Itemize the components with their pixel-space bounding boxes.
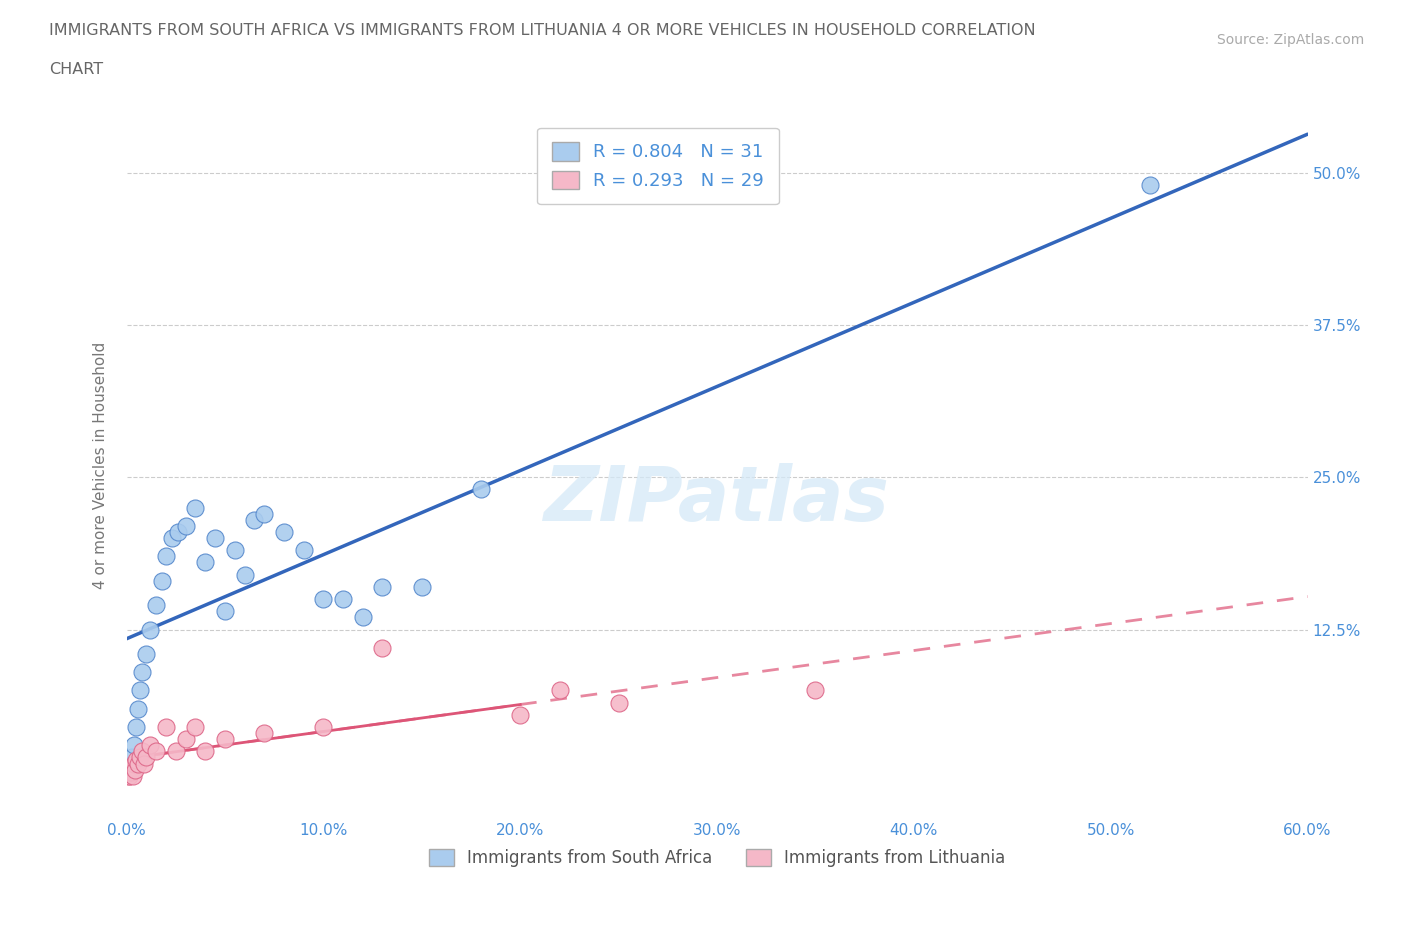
Point (243, 512, 266, 527)
Point (135, 646, 157, 661)
Point (194, 555, 217, 570)
Point (118, 768, 141, 783)
Point (134, 756, 156, 771)
Point (145, 598, 167, 613)
Point (125, 720, 148, 735)
Point (204, 531, 226, 546)
Point (371, 641, 394, 656)
Point (131, 665, 153, 680)
Point (470, 482, 492, 497)
Point (233, 567, 256, 582)
Point (184, 500, 207, 515)
Point (1139, 178, 1161, 193)
Point (253, 506, 276, 521)
Text: CHART: CHART (49, 62, 103, 77)
Point (352, 610, 374, 625)
Point (131, 744, 153, 759)
Point (160, 531, 183, 546)
Point (332, 591, 354, 606)
Point (124, 763, 146, 777)
Point (166, 525, 188, 539)
Point (129, 683, 152, 698)
Point (273, 525, 295, 539)
Point (150, 573, 173, 588)
Point (124, 737, 146, 752)
Text: ZIPatlas: ZIPatlas (544, 463, 890, 538)
Point (804, 683, 827, 698)
Point (174, 519, 197, 534)
Point (127, 701, 149, 716)
Point (214, 604, 236, 618)
Point (121, 760, 143, 775)
Point (139, 737, 162, 752)
Point (371, 579, 394, 594)
Point (224, 543, 246, 558)
Point (145, 744, 167, 759)
Text: IMMIGRANTS FROM SOUTH AFRICA VS IMMIGRANTS FROM LITHUANIA 4 OR MORE VEHICLES IN : IMMIGRANTS FROM SOUTH AFRICA VS IMMIGRAN… (49, 23, 1036, 38)
Y-axis label: 4 or more Vehicles in Household: 4 or more Vehicles in Household (93, 341, 108, 589)
Point (139, 622, 162, 637)
Point (312, 591, 335, 606)
Point (509, 708, 531, 723)
Point (174, 732, 197, 747)
Point (155, 549, 177, 564)
Point (122, 768, 145, 783)
Point (117, 768, 139, 783)
Point (155, 720, 177, 735)
Point (292, 543, 315, 558)
Point (165, 744, 187, 759)
Point (253, 725, 276, 740)
Point (214, 732, 236, 747)
Point (120, 764, 143, 779)
Text: Source: ZipAtlas.com: Source: ZipAtlas.com (1216, 33, 1364, 46)
Point (411, 579, 433, 594)
Point (121, 750, 143, 764)
Legend: Immigrants from South Africa, Immigrants from Lithuania: Immigrants from South Africa, Immigrants… (422, 843, 1012, 873)
Point (129, 750, 152, 764)
Point (124, 756, 146, 771)
Point (194, 744, 217, 759)
Point (120, 763, 142, 777)
Point (548, 683, 571, 698)
Point (184, 720, 207, 735)
Point (127, 756, 149, 771)
Point (125, 752, 148, 767)
Point (312, 720, 335, 735)
Point (135, 750, 157, 764)
Point (607, 696, 630, 711)
